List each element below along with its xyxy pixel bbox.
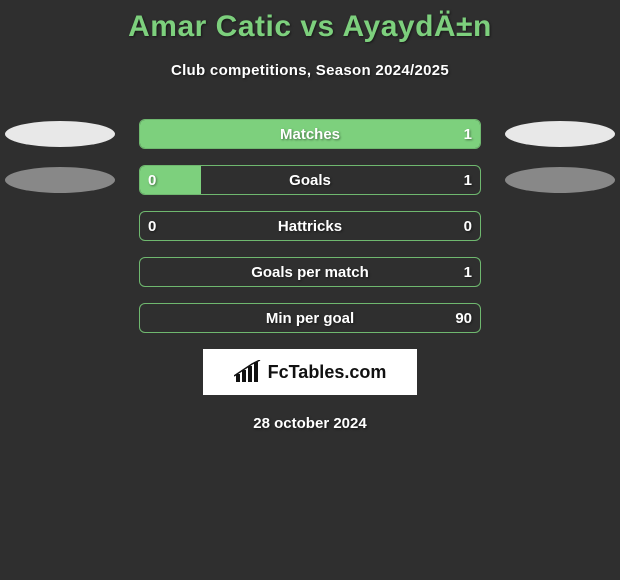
bar-track: 0 Goals 1 [139, 165, 481, 195]
page-title: Amar Catic vs AyaydÄ±n [0, 0, 620, 44]
stat-row: 0 Hattricks 0 [0, 211, 620, 241]
bar-track: Goals per match 1 [139, 257, 481, 287]
chart-area: Matches 1 0 Goals 1 [0, 119, 620, 333]
player-left-ellipse [5, 167, 115, 193]
stat-label: Goals [140, 166, 480, 195]
bar-track: 0 Hattricks 0 [139, 211, 481, 241]
stat-label: Goals per match [140, 258, 480, 287]
stat-right-value: 1 [456, 166, 480, 195]
bar-chart-icon [234, 360, 264, 384]
comparison-infographic: Amar Catic vs AyaydÄ±n Club competitions… [0, 0, 620, 580]
stat-row: Goals per match 1 [0, 257, 620, 287]
stat-right-value: 1 [456, 120, 480, 149]
stat-row: Matches 1 [0, 119, 620, 149]
bar-track: Min per goal 90 [139, 303, 481, 333]
stat-row: 0 Goals 1 [0, 165, 620, 195]
brand-logo-text: FcTables.com [268, 362, 387, 383]
date-label: 28 october 2024 [0, 415, 620, 432]
stat-row: Min per goal 90 [0, 303, 620, 333]
page-subtitle: Club competitions, Season 2024/2025 [0, 62, 620, 79]
stat-label: Matches [140, 120, 480, 149]
stat-right-value: 0 [456, 212, 480, 241]
stat-right-value: 1 [456, 258, 480, 287]
player-left-ellipse [5, 121, 115, 147]
bar-track: Matches 1 [139, 119, 481, 149]
brand-logo: FcTables.com [203, 349, 417, 395]
player-right-ellipse [505, 167, 615, 193]
player-right-ellipse [505, 121, 615, 147]
stat-right-value: 90 [447, 304, 480, 333]
stat-label: Min per goal [140, 304, 480, 333]
stat-label: Hattricks [140, 212, 480, 241]
